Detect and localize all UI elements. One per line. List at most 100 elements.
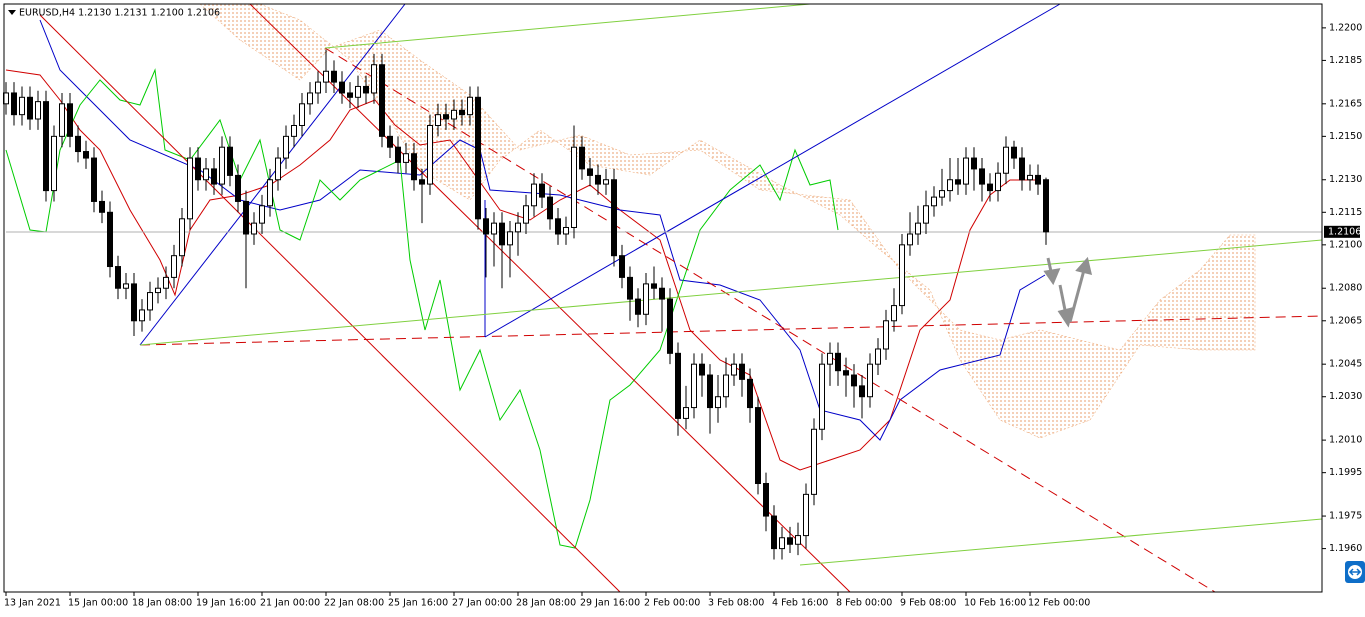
candle-body: [699, 363, 705, 376]
candle-body: [755, 407, 761, 485]
candle-body: [499, 222, 505, 246]
candle-body: [947, 179, 953, 192]
candle-body: [163, 276, 169, 289]
candle-body: [635, 298, 641, 315]
candle-body: [603, 179, 609, 185]
candle-body: [923, 205, 929, 224]
candle-body: [211, 168, 217, 185]
candle-body: [43, 101, 49, 192]
y-tick-label: 1.1960: [1329, 543, 1362, 554]
candle-body: [691, 363, 697, 409]
candle-body: [371, 64, 377, 94]
candle-body: [299, 103, 305, 127]
candle-body: [275, 157, 281, 181]
candle-body: [939, 190, 945, 198]
y-tick-label: 1.2115: [1329, 207, 1362, 218]
x-tick-label: 8 Feb 00:00: [836, 598, 892, 609]
x-tick-label: 29 Jan 16:00: [580, 598, 640, 609]
candle-body: [1043, 179, 1049, 233]
channel-line: [139, 3, 406, 346]
candle-body: [51, 135, 57, 192]
candle-body: [483, 218, 489, 235]
kijun-line: [39, 19, 1046, 441]
candle-body: [979, 168, 985, 185]
candle-body: [827, 352, 833, 365]
y-tick-label: 1.1975: [1329, 511, 1362, 522]
candle-body: [307, 92, 313, 105]
candle-body: [355, 85, 361, 98]
candle-body: [931, 196, 937, 207]
candle-body: [411, 153, 417, 181]
candle-body: [11, 92, 17, 116]
candle-body: [971, 157, 977, 170]
candle-body: [259, 205, 265, 224]
plot-frame: [3, 3, 1323, 593]
candle-body: [363, 85, 369, 94]
forecast-arrows: [1043, 256, 1093, 328]
candle-body: [899, 244, 905, 307]
candle-body: [547, 196, 553, 220]
candle-body: [1011, 146, 1017, 159]
candle-body: [403, 153, 409, 163]
candle-body: [235, 174, 241, 202]
x-tick-label: 9 Feb 08:00: [900, 598, 956, 609]
candle-body: [467, 96, 473, 116]
candle-body: [331, 70, 337, 83]
y-tick-label: 1.2010: [1329, 435, 1362, 446]
candle-body: [867, 363, 873, 398]
candle-body: [779, 537, 785, 550]
candle-body: [659, 287, 665, 300]
candle-body: [323, 70, 329, 83]
candle-body: [139, 309, 145, 322]
fan-line: [799, 518, 1323, 566]
price-label-bg: [1324, 225, 1360, 238]
candle-body: [803, 493, 809, 537]
price-label: 1.2106: [1328, 226, 1361, 237]
chikou-line: [5, 68, 839, 549]
candle-body: [723, 374, 729, 398]
candle-body: [227, 146, 233, 176]
median-line: [324, 47, 1216, 593]
candle-body: [963, 157, 969, 185]
candle-body: [283, 135, 289, 159]
y-tick-label: 1.2165: [1329, 98, 1362, 109]
candle-body: [747, 378, 753, 409]
candle-body: [619, 255, 625, 278]
y-tick-label: 1.2065: [1329, 315, 1362, 326]
candle-body: [339, 81, 345, 94]
y-tick-label: 1.1995: [1329, 467, 1362, 478]
candle-body: [131, 283, 137, 322]
y-tick-label: 1.2130: [1329, 174, 1362, 185]
x-tick-label: 10 Feb 16:00: [964, 598, 1026, 609]
candle-body: [995, 172, 1001, 192]
y-tick-label: 1.2030: [1329, 391, 1362, 402]
candle-body: [531, 183, 537, 207]
x-tick-label: 25 Jan 16:00: [388, 598, 448, 609]
channel-line: [39, 14, 621, 593]
candle-body: [451, 109, 457, 120]
candle-body: [435, 114, 441, 127]
x-tick-label: 15 Jan 00:00: [68, 598, 128, 609]
menu-triangle: [8, 10, 16, 15]
x-tick-label: 19 Jan 16:00: [196, 598, 256, 609]
channel-line: [484, 3, 1061, 338]
candle-body: [147, 292, 153, 311]
candle-body: [595, 174, 601, 185]
candle-body: [179, 218, 185, 257]
candle-body: [99, 200, 105, 213]
candle-body: [243, 200, 249, 235]
candle-body: [627, 276, 633, 300]
candle-body: [347, 92, 353, 98]
candle-body: [859, 385, 865, 398]
candle-body: [707, 374, 713, 409]
candle-body: [555, 218, 561, 235]
candle-body: [291, 125, 297, 137]
chart-title: EURUSD,H4 1.2130 1.2131 1.2100 1.2106: [19, 8, 220, 19]
x-tick-label: 21 Jan 00:00: [260, 598, 320, 609]
candle-body: [475, 96, 481, 220]
candle-body: [459, 109, 465, 116]
candle-body: [587, 168, 593, 176]
candle-body: [1027, 174, 1033, 181]
candle-body: [883, 320, 889, 350]
